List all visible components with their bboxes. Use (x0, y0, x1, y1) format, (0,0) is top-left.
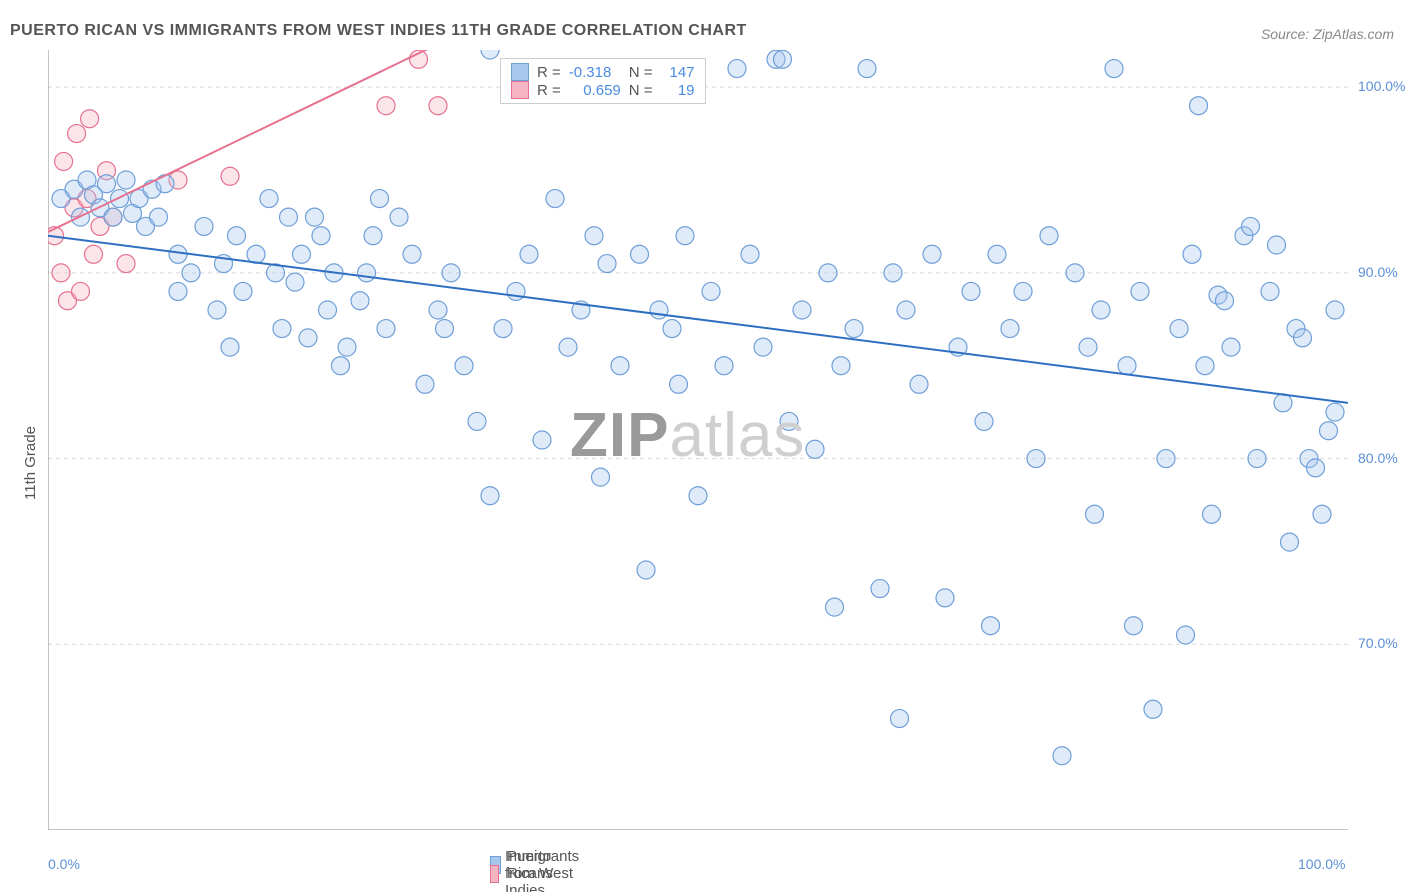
scatter-plot (48, 50, 1348, 830)
stats-row-0: R = -0.318 N = 147 (511, 63, 695, 81)
stats-r-value-0: -0.318 (569, 64, 621, 81)
chart-title: PUERTO RICAN VS IMMIGRANTS FROM WEST IND… (10, 22, 747, 40)
stats-row-1: R = 0.659 N = 19 (511, 81, 695, 99)
legend-swatch-1 (490, 865, 499, 883)
stats-swatch-0 (511, 63, 529, 81)
stats-r-label: R = (537, 64, 561, 81)
stats-r-label-1: R = (537, 82, 561, 99)
legend-entry-1: Immigrants from West Indies (490, 848, 588, 892)
stats-n-label: N = (629, 64, 653, 81)
y-tick-label: 100.0% (1358, 78, 1405, 94)
y-axis-title: 11th Grade (22, 426, 39, 500)
x-max-label: 100.0% (1298, 856, 1345, 872)
stats-r-value-1: 0.659 (569, 82, 621, 99)
y-tick-label: 70.0% (1358, 635, 1398, 651)
y-tick-label: 80.0% (1358, 450, 1398, 466)
stats-n-label-1: N = (629, 82, 653, 99)
stats-swatch-1 (511, 81, 529, 99)
stats-n-value-0: 147 (661, 64, 695, 81)
stats-legend: R = -0.318 N = 147 R = 0.659 N = 19 (500, 58, 706, 104)
y-tick-label: 90.0% (1358, 264, 1398, 280)
legend-label-1: Immigrants from West Indies (505, 848, 588, 892)
stats-n-value-1: 19 (661, 82, 695, 99)
source-caption: Source: ZipAtlas.com (1261, 26, 1394, 42)
x-min-label: 0.0% (48, 856, 80, 872)
